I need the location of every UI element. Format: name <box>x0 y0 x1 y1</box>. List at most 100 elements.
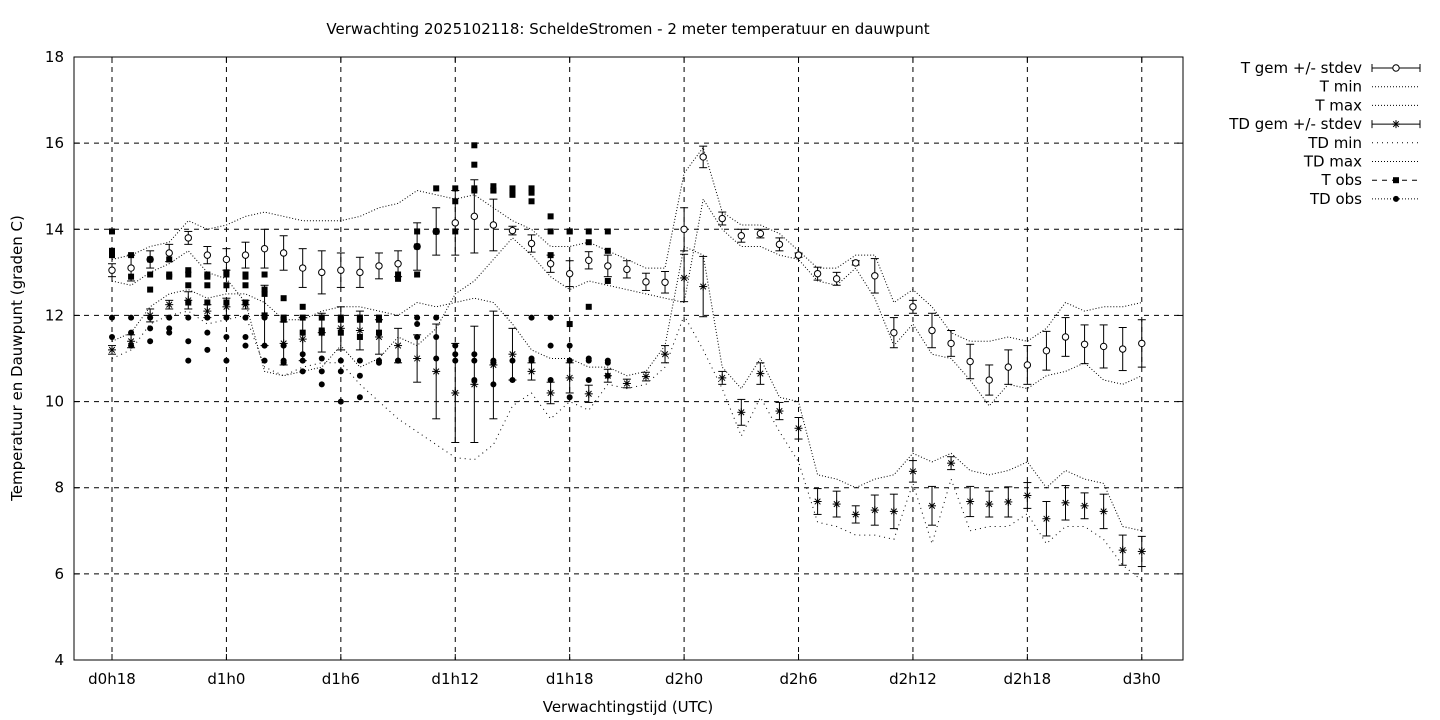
data-point <box>318 368 325 375</box>
data-point <box>261 290 268 297</box>
data-point <box>509 377 516 384</box>
data-point <box>433 185 440 192</box>
series-t-obs <box>109 142 611 340</box>
legend-item: T obs <box>1321 171 1420 189</box>
data-point <box>261 314 268 321</box>
data-point <box>356 316 363 323</box>
data-point <box>470 380 479 389</box>
data-point <box>604 228 611 235</box>
y-tick-label: 16 <box>45 134 64 152</box>
data-point <box>737 232 746 240</box>
data-point <box>566 357 573 364</box>
data-point <box>147 338 154 345</box>
data-point <box>947 459 956 468</box>
series-t-max <box>111 146 1142 342</box>
data-point <box>166 271 173 278</box>
data-point <box>1099 507 1108 516</box>
data-point <box>432 367 441 376</box>
data-point <box>395 357 402 364</box>
data-point <box>261 286 268 293</box>
data-point <box>299 368 306 375</box>
legend-marker <box>1392 64 1400 72</box>
data-point <box>794 251 803 259</box>
data-point <box>241 251 250 259</box>
data-point <box>395 275 402 282</box>
data-point <box>128 329 135 336</box>
x-tick-label: d3h0 <box>1123 670 1161 688</box>
data-point <box>203 307 212 316</box>
data-point <box>985 500 994 509</box>
data-point <box>375 262 383 270</box>
data-point <box>452 185 459 192</box>
legend-item: TD gem +/- stdev <box>1228 115 1421 133</box>
data-point <box>1023 491 1032 500</box>
data-point <box>528 185 535 192</box>
data-point <box>147 286 154 293</box>
y-tick-label: 14 <box>45 220 64 238</box>
data-point <box>661 278 669 286</box>
data-point <box>223 333 230 340</box>
data-point <box>452 357 459 364</box>
data-point <box>547 314 554 321</box>
series-line <box>111 146 1142 342</box>
data-point <box>547 228 554 235</box>
data-point <box>1138 339 1146 348</box>
y-tick-label: 18 <box>45 48 64 66</box>
data-point <box>128 252 135 259</box>
x-tick-label: d1h12 <box>431 670 479 688</box>
data-point <box>452 228 459 235</box>
data-point <box>813 269 822 278</box>
data-point <box>585 228 592 235</box>
data-point <box>509 191 516 198</box>
data-point <box>375 359 382 366</box>
data-point <box>185 338 192 345</box>
legend-label: TD gem +/- stdev <box>1228 115 1362 133</box>
data-point <box>565 373 574 382</box>
data-point <box>185 282 192 289</box>
data-point <box>413 354 422 363</box>
data-point <box>604 359 611 366</box>
legend-item: TD max <box>1303 153 1420 171</box>
data-point <box>433 355 440 362</box>
data-point <box>185 357 192 364</box>
data-point <box>414 243 421 250</box>
x-tick-label: d1h18 <box>546 670 594 688</box>
data-point <box>166 314 173 321</box>
legend-item: TD obs <box>1309 190 1420 208</box>
data-point <box>680 273 689 282</box>
data-point <box>223 357 230 364</box>
data-point <box>147 314 154 321</box>
data-point <box>471 357 478 364</box>
data-point <box>185 267 192 274</box>
data-point <box>166 325 173 332</box>
y-tick-label: 6 <box>54 565 64 583</box>
data-point <box>908 467 917 476</box>
y-tick-label: 12 <box>45 306 64 324</box>
data-point <box>585 256 593 264</box>
data-point <box>299 303 306 310</box>
data-point <box>394 341 403 350</box>
y-axis-label: Temperatuur en Dauwpunt (graden C) <box>8 215 26 502</box>
data-point <box>890 328 898 337</box>
data-point <box>356 268 364 277</box>
data-point <box>128 314 135 321</box>
x-axis-ticks: d0h18 d1h0 d1h6 d1h12 d1h18 d2h0 d2h6 d2h12 d2h1… <box>88 57 1161 688</box>
data-point <box>356 357 363 364</box>
data-point <box>185 299 192 306</box>
y-tick-label: 4 <box>54 651 64 669</box>
data-point <box>527 239 536 248</box>
data-point <box>547 377 554 384</box>
data-point <box>718 373 727 382</box>
data-point <box>109 252 115 259</box>
data-point <box>604 372 611 379</box>
x-tick-label: d2h12 <box>889 670 937 688</box>
data-point <box>299 314 306 321</box>
x-tick-label: d2h0 <box>665 670 703 688</box>
data-point <box>909 303 917 311</box>
x-tick-label: d2h18 <box>1004 670 1052 688</box>
data-point <box>566 394 573 401</box>
data-point <box>566 321 573 328</box>
data-point <box>261 342 268 349</box>
data-point <box>414 321 421 328</box>
